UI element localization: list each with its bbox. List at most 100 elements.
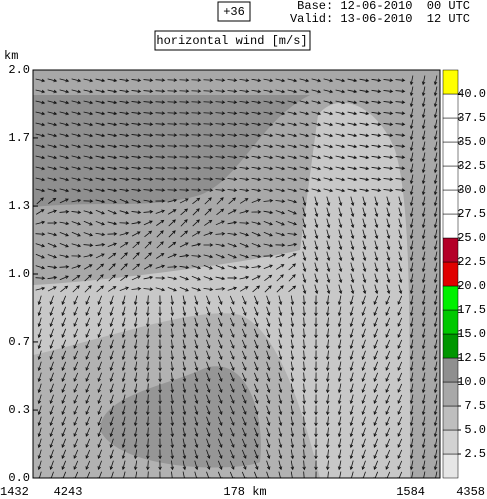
wind-arrow: [361, 372, 366, 383]
wind-arrow: [71, 231, 81, 237]
wind-arrow: [119, 111, 130, 116]
wind-arrow: [326, 229, 331, 240]
wind-arrow: [61, 306, 67, 316]
wind-arrow: [241, 416, 247, 426]
wind-arrow: [119, 286, 129, 291]
title-box: [154, 30, 311, 51]
wind-arrow: [338, 251, 343, 262]
wind-arrow: [409, 229, 414, 240]
wind-arrow: [398, 207, 403, 218]
wind-arrow: [155, 287, 166, 292]
wind-arrow: [275, 78, 286, 83]
wind-arrow: [397, 438, 403, 448]
wind-arrow: [49, 438, 54, 449]
wind-arrow: [109, 339, 114, 350]
x-label: 1584: [396, 485, 425, 499]
wind-arrow: [170, 471, 175, 478]
wind-arrow: [433, 262, 438, 273]
wind-arrow: [275, 111, 286, 116]
wind-arrow: [170, 438, 175, 449]
wind-arrow: [373, 328, 379, 338]
wind-arrow: [143, 166, 154, 170]
wind-arrow: [61, 405, 67, 415]
wind-arrow: [385, 350, 391, 360]
wind-arrow: [276, 264, 285, 270]
wind-arrow: [239, 89, 250, 94]
wind-arrow: [371, 144, 382, 149]
wind-arrow: [59, 133, 70, 138]
wind-arrow: [263, 144, 274, 149]
wind-arrow: [421, 295, 426, 306]
wind-arrow: [349, 427, 354, 438]
wind-arrow: [302, 394, 306, 405]
wind-arrow: [182, 438, 187, 449]
wind-arrow: [371, 111, 382, 116]
wind-arrow: [227, 276, 238, 280]
wind-arrow: [97, 405, 102, 415]
wind-arrow: [121, 394, 126, 405]
wind-arrow: [302, 372, 306, 383]
wind-arrow: [421, 339, 426, 350]
wind-arrow: [385, 306, 391, 316]
wind-arrow: [85, 383, 91, 393]
wind-arrow: [146, 339, 150, 350]
wind-arrow: [385, 328, 391, 338]
wind-arrow: [146, 383, 150, 394]
wind-arrow: [227, 78, 238, 82]
wind-arrow: [216, 208, 225, 216]
wind-arrow: [239, 232, 250, 237]
wind-arrow: [179, 177, 190, 181]
wind-arrow: [421, 427, 426, 438]
wind-arrow: [374, 284, 379, 295]
wind-arrow: [179, 155, 190, 159]
wind-arrow: [398, 196, 403, 207]
wind-arrow: [385, 438, 391, 448]
colorbar-band: [442, 453, 459, 479]
wind-arrow: [314, 383, 318, 394]
wind-arrow: [239, 198, 249, 204]
wind-arrow: [323, 188, 334, 193]
wind-arrow: [326, 284, 331, 295]
wind-arrow: [302, 262, 307, 273]
wind-arrow: [37, 383, 42, 394]
wind-arrow: [73, 328, 79, 338]
wind-arrow: [119, 78, 130, 83]
wind-arrow: [397, 460, 403, 470]
wind-arrow: [433, 86, 438, 97]
wind-arrow: [374, 207, 379, 218]
wind-arrow: [385, 427, 391, 437]
wind-arrow: [107, 122, 118, 127]
wind-arrow: [302, 416, 306, 427]
wind-arrow: [266, 317, 271, 328]
wind-arrow: [347, 144, 358, 149]
wind-arrow: [373, 427, 379, 437]
wind-arrow: [251, 264, 262, 269]
wind-arrow: [179, 265, 190, 270]
wind-arrow: [421, 262, 426, 273]
wind-arrow: [182, 416, 187, 427]
wind-arrow: [373, 295, 379, 305]
wind-arrow: [278, 361, 283, 372]
wind-arrow: [227, 265, 238, 270]
wind-arrow: [97, 427, 102, 437]
wind-arrow: [266, 306, 271, 317]
wind-arrow: [72, 274, 81, 281]
wind-arrow: [241, 361, 247, 371]
wind-arrow: [71, 122, 82, 127]
wind-arrow: [421, 449, 426, 460]
wind-arrow: [155, 264, 166, 269]
wind-arrow: [119, 231, 130, 236]
wind-arrow: [121, 416, 126, 427]
wind-arrow: [179, 122, 190, 126]
wind-arrow: [395, 100, 406, 104]
wind-arrow: [397, 394, 403, 404]
wind-arrow: [146, 449, 150, 460]
wind-arrow: [287, 122, 298, 127]
wind-arrow: [433, 361, 438, 372]
wind-arrow: [337, 394, 342, 405]
wind-arrow: [421, 119, 426, 130]
wind-arrow: [397, 471, 403, 478]
wind-arrow: [168, 230, 176, 238]
wind-arrow: [386, 251, 391, 262]
wind-arrow: [206, 372, 211, 383]
